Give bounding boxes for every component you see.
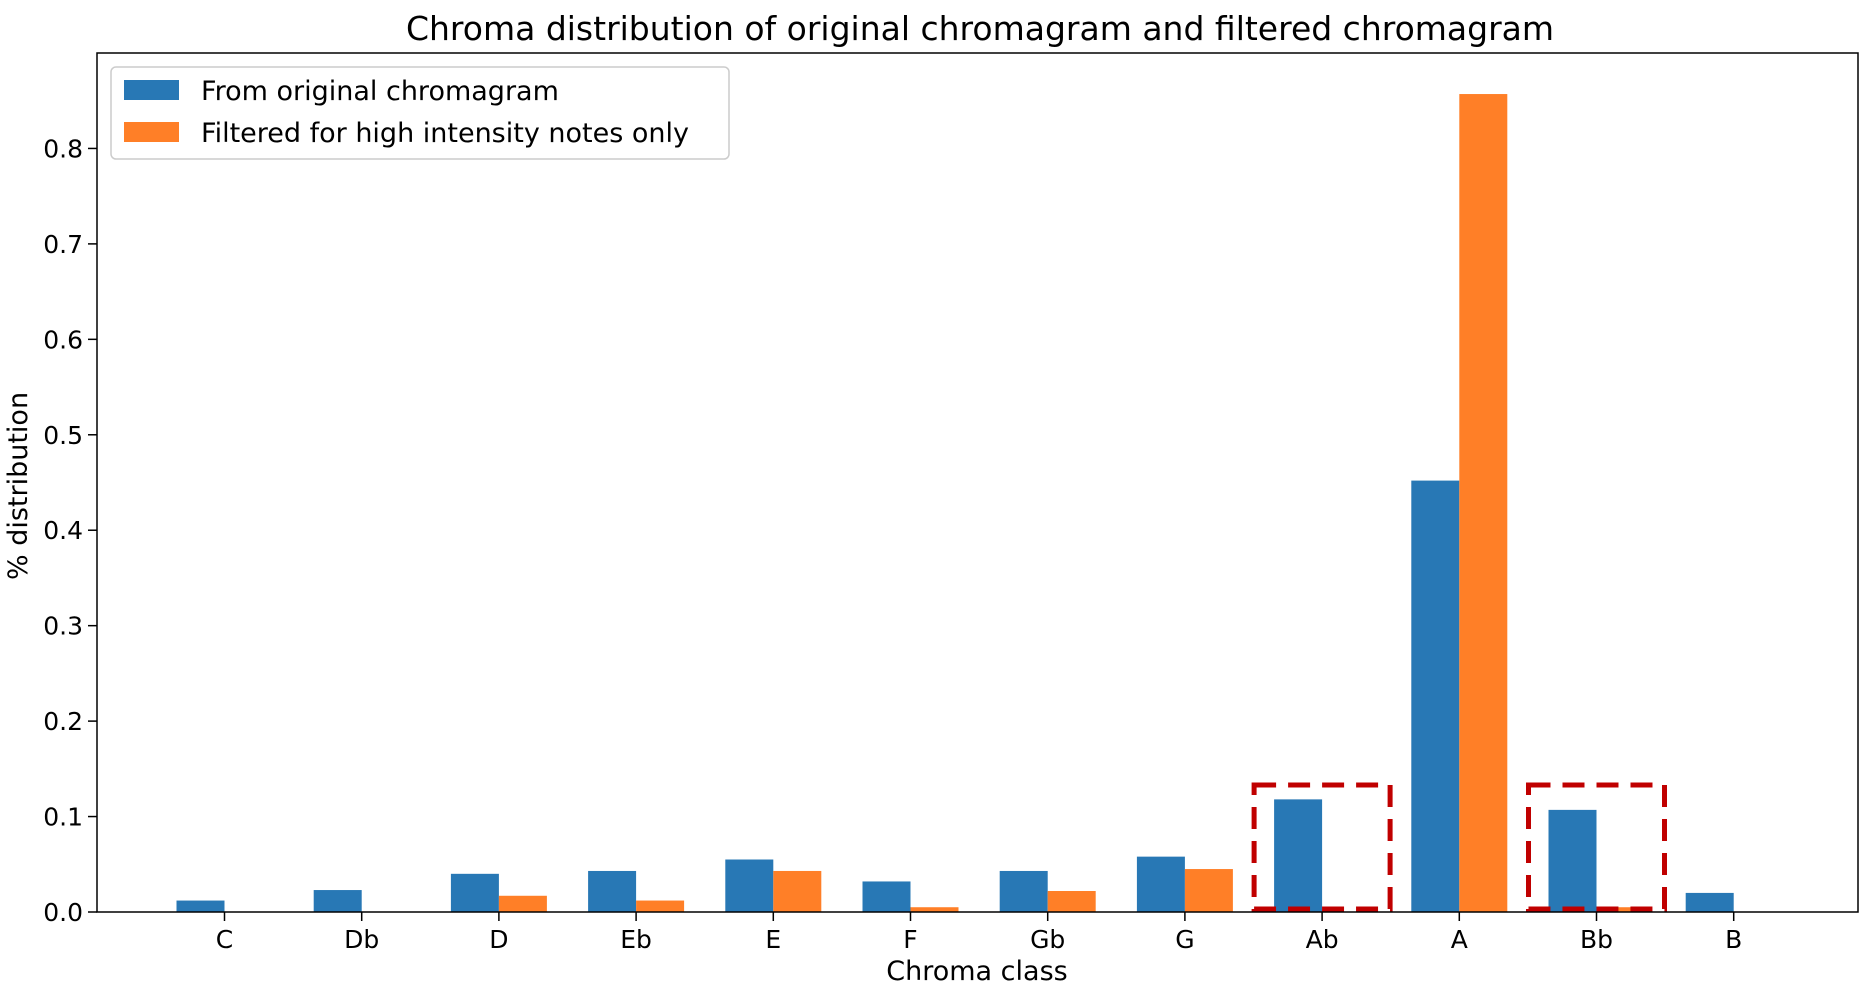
bar-filtered-a: [1459, 94, 1508, 912]
y-tick-label: 0.1: [43, 803, 83, 832]
x-tick-label: B: [1725, 925, 1742, 954]
legend-swatch-filtered: [124, 122, 179, 142]
y-tick-label: 0.0: [43, 898, 83, 927]
axes-layer: 0.0 0.1 0.2 0.3 0.4 0.5 0.6 0.7 0.8 C Db D Eb E F Gb G Ab…: [43, 52, 1859, 954]
x-tick-label: Gb: [1030, 925, 1065, 954]
legend-label-original: From original chromagram: [201, 76, 559, 107]
bar-filtered-f: [910, 907, 959, 912]
plot-frame: [96, 52, 1859, 913]
bar-filtered-g: [1184, 869, 1233, 912]
bar-filtered-gb: [1047, 891, 1096, 912]
y-tick-label: 0.8: [43, 134, 83, 163]
annotations-layer: [1251, 782, 1667, 912]
x-axis-label: Chroma class: [886, 956, 1067, 987]
bars-layer: [176, 94, 1734, 912]
bar-original-db: [313, 890, 362, 912]
bar-filtered-bb: [1596, 907, 1645, 912]
legend-box: [110, 66, 730, 160]
bar-original-g: [1136, 856, 1185, 912]
y-tick-label: 0.6: [43, 325, 83, 354]
bar-original-c: [176, 900, 225, 912]
highlight-box-ab: [1251, 782, 1393, 912]
y-axis-label: % distribution: [3, 392, 34, 580]
x-tick-label: A: [1451, 925, 1468, 954]
bar-original-ab: [1274, 799, 1323, 912]
bar-original-bb: [1548, 809, 1597, 912]
bar-filtered-d: [498, 895, 547, 912]
bar-original-d: [450, 873, 499, 912]
x-tick-label: C: [216, 925, 233, 954]
bar-original-gb: [999, 870, 1048, 912]
x-tick-label: Eb: [620, 925, 652, 954]
y-tick-label: 0.7: [43, 230, 83, 259]
y-tick-label: 0.5: [43, 421, 83, 450]
bar-original-b: [1685, 892, 1734, 912]
bar-filtered-eb: [636, 900, 685, 912]
x-tick-label: F: [903, 925, 917, 954]
x-tick-label: Bb: [1580, 925, 1613, 954]
bar-original-f: [862, 881, 911, 912]
bar-original-a: [1411, 480, 1460, 912]
legend-swatch-original: [124, 80, 179, 100]
y-tick-label: 0.4: [43, 516, 83, 545]
bar-original-eb: [588, 870, 637, 912]
chart-title: Chroma distribution of original chromagr…: [406, 9, 1554, 48]
bar-filtered-e: [773, 870, 822, 912]
legend: From original chromagram Filtered for hig…: [110, 66, 730, 160]
x-tick-label: Ab: [1306, 925, 1339, 954]
highlight-box-bb: [1526, 782, 1667, 912]
y-tick-label: 0.2: [43, 707, 83, 736]
x-tick-label: G: [1175, 925, 1194, 954]
x-tick-label: Db: [344, 925, 379, 954]
y-tick-label: 0.3: [43, 612, 83, 641]
bar-original-e: [725, 859, 774, 912]
legend-label-filtered: Filtered for high intensity notes only: [201, 118, 689, 149]
x-tick-label: E: [765, 925, 781, 954]
x-tick-label: D: [489, 925, 508, 954]
